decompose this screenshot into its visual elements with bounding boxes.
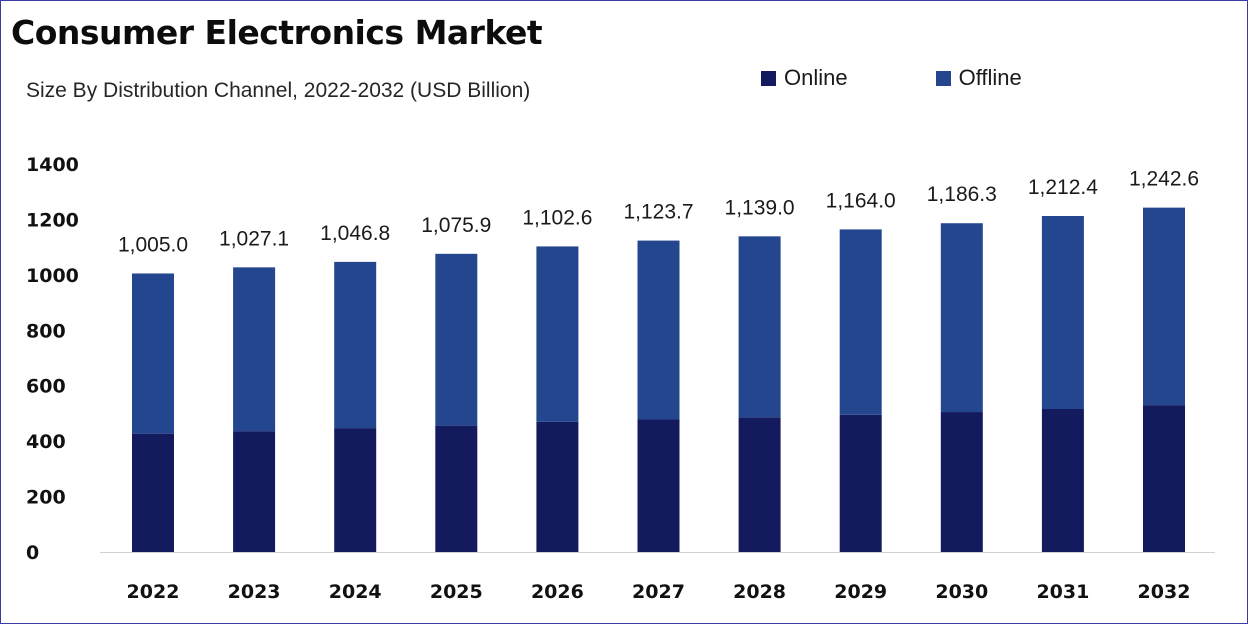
bar-offline <box>1041 215 1084 409</box>
x-tick-label: 2032 <box>1138 581 1191 603</box>
bar-online <box>132 433 174 552</box>
bar-online <box>536 421 579 552</box>
y-tick-label: 1000 <box>26 265 79 287</box>
bar-online <box>233 431 276 552</box>
bar-offline <box>334 261 377 429</box>
legend-item-online: Online <box>761 65 848 91</box>
bar-offline <box>839 229 882 415</box>
bar-online <box>738 417 781 552</box>
bar-offline <box>435 253 478 426</box>
data-label-total: 1,102.6 <box>522 206 592 229</box>
data-label-total: 1,186.3 <box>927 183 997 206</box>
x-tick-label: 2025 <box>430 581 483 603</box>
chart-subtitle: Size By Distribution Channel, 2022-2032 … <box>26 79 531 102</box>
x-tick-label: 2023 <box>228 581 281 603</box>
x-tick-label: 2029 <box>834 581 887 603</box>
y-tick-label: 800 <box>26 320 66 342</box>
data-label-total: 1,139.0 <box>725 196 795 219</box>
bar-online <box>839 414 882 552</box>
chart-title: Consumer Electronics Market <box>11 13 543 52</box>
y-tick-label: 600 <box>26 376 66 398</box>
y-tick-label: 1200 <box>26 209 79 231</box>
legend-label-online: Online <box>784 65 848 90</box>
y-tick-label: 1400 <box>26 154 79 176</box>
data-label-total: 1,075.9 <box>421 214 491 237</box>
legend-label-offline: Offline <box>958 65 1022 90</box>
data-label-total: 1,123.7 <box>623 201 693 224</box>
data-label-total: 1,005.0 <box>118 233 188 256</box>
x-tick-label: 2022 <box>127 581 180 603</box>
legend-item-offline: Offline <box>935 65 1022 91</box>
bar-online <box>637 419 680 552</box>
legend-swatch-offline <box>935 70 951 86</box>
bar-offline <box>738 236 781 418</box>
bar-online <box>940 412 983 552</box>
x-tick-label: 2026 <box>531 581 584 603</box>
bar-offline <box>132 273 174 434</box>
data-label-total: 1,164.0 <box>826 189 896 212</box>
y-tick-label: 0 <box>26 542 39 564</box>
bar-online <box>435 425 478 552</box>
bar-online <box>334 428 377 552</box>
bar-online <box>1143 405 1185 552</box>
bar-offline <box>940 223 983 413</box>
data-label-total: 1,242.6 <box>1129 168 1199 191</box>
bar-offline <box>1143 207 1185 406</box>
bar-offline <box>637 240 680 420</box>
chart-legend: Online Offline <box>761 65 1110 91</box>
x-tick-label: 2030 <box>935 581 988 603</box>
bar-offline <box>536 246 579 422</box>
x-tick-label: 2027 <box>632 581 685 603</box>
data-label-total: 1,027.1 <box>219 227 289 250</box>
data-label-total: 1,212.4 <box>1028 176 1098 199</box>
bar-online <box>1041 408 1084 552</box>
legend-swatch-online <box>761 70 776 86</box>
x-tick-label: 2028 <box>733 581 786 603</box>
x-tick-label: 2024 <box>329 581 382 603</box>
bar-offline <box>233 267 276 432</box>
data-label-total: 1,046.8 <box>320 222 390 245</box>
y-tick-label: 200 <box>26 487 66 509</box>
y-tick-label: 400 <box>26 431 66 453</box>
x-tick-label: 2031 <box>1036 581 1089 603</box>
